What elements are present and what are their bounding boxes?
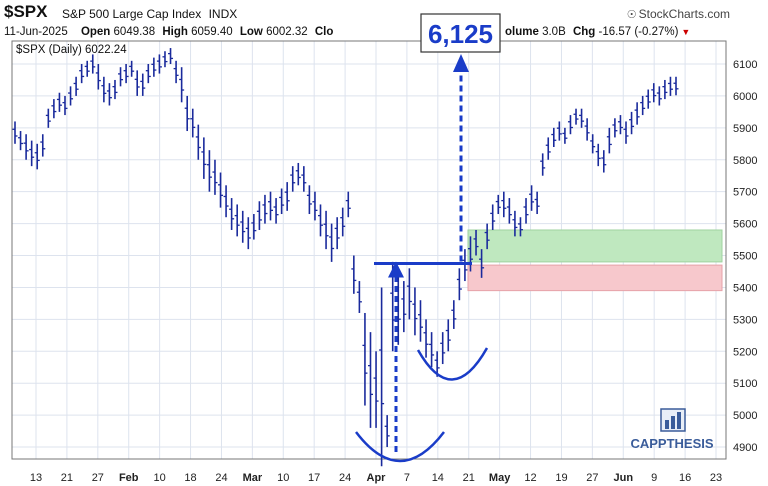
x-tick-label: Apr (367, 472, 387, 484)
x-tick-label: Jun (613, 472, 633, 484)
index-name-text: S&P 500 Large Cap Index (62, 7, 202, 21)
open-label: Open (80, 26, 111, 38)
x-tick-label: 10 (154, 472, 166, 484)
ohlc-bars (12, 48, 679, 467)
low-value: 6002.32 (266, 26, 308, 38)
x-tick-label: Feb (119, 472, 139, 484)
y-tick-label: 6000 (733, 91, 757, 103)
symbol: $SPX (4, 2, 48, 21)
logo-bar-2 (671, 416, 675, 429)
grid (12, 41, 726, 459)
annotations: 6,125 CAPPTHESIS (355, 13, 714, 463)
cup-curve-left (355, 431, 445, 463)
support-zone-red (467, 264, 723, 292)
x-tick-label: 21 (61, 472, 73, 484)
target-label: 6,125 (428, 19, 493, 49)
chg-value: -16.57 (-0.27%) (598, 26, 679, 38)
x-tick-label: 18 (184, 472, 196, 484)
close-label: Clo (314, 26, 334, 38)
x-tick-label: 21 (463, 472, 475, 484)
high-value: 6059.40 (191, 26, 233, 38)
logo-bar-1 (665, 420, 669, 429)
volume-label: olume (505, 26, 539, 38)
y-axis: 4900 5000 5100 5200 5300 5400 5500 5600 5700 5800… (733, 59, 757, 454)
x-tick-label: 17 (308, 472, 320, 484)
x-tick-label: 24 (339, 472, 351, 484)
index-name: S&P 500 Large Cap Index INDX (62, 7, 237, 21)
x-axis: 13 21 27 Feb 10 18 24 Mar 10 17 24 Apr 7 14 21 May 12 19 2… (30, 472, 722, 484)
target-box (420, 13, 501, 53)
volume-row: olume 3.0B Chg -16.57 (-0.27%) ▼ (505, 26, 690, 38)
x-tick-label: 13 (30, 472, 42, 484)
y-tick-label: 5300 (733, 314, 757, 326)
y-tick-label: 4900 (733, 442, 757, 454)
support-zone-green (467, 229, 723, 263)
x-tick-label: 9 (651, 472, 657, 484)
chg-label: Chg (572, 26, 596, 38)
date-text: 11-Jun-2025 (4, 26, 68, 38)
y-tick-label: 5200 (733, 346, 757, 358)
x-tick-label: 7 (404, 472, 410, 484)
x-tick-label: 12 (524, 472, 536, 484)
x-tick-label: 24 (215, 472, 227, 484)
y-tick-label: 5600 (733, 219, 757, 231)
open-value: 6049.38 (113, 26, 156, 38)
legend-label: $SPX (Daily) 6022.24 (16, 44, 127, 56)
brand[interactable]: ☉ StockCharts.com (627, 7, 730, 21)
arrowhead-left (388, 261, 404, 278)
exchange-text: INDX (208, 7, 238, 21)
y-tick-label: 5700 (733, 187, 757, 199)
y-tick-label: 6100 (733, 59, 757, 71)
arrowhead-target (453, 54, 469, 72)
brand-text: StockCharts.com (638, 7, 730, 21)
y-tick-label: 5900 (733, 123, 757, 135)
cup-curve-right (416, 347, 489, 381)
x-tick-label: 23 (710, 472, 722, 484)
watermark-text: CAPPTHESIS (630, 436, 713, 451)
x-tick-label: 10 (277, 472, 289, 484)
x-tick-label: 27 (586, 472, 598, 484)
logo-bar-3 (677, 412, 681, 429)
x-tick-label: 14 (432, 472, 444, 484)
y-tick-label: 5800 (733, 155, 757, 167)
y-tick-label: 5100 (733, 378, 757, 390)
zones (467, 229, 723, 292)
quote-row: 11-Jun-2025 Open 6049.38 High 6059.40 Lo… (4, 26, 333, 38)
low-label: Low (239, 26, 263, 38)
high-label: High (162, 26, 188, 38)
x-tick-label: 19 (555, 472, 567, 484)
capp-thesis-logo: CAPPTHESIS (630, 408, 714, 451)
plot-frame (11, 40, 727, 460)
x-tick-label: May (489, 472, 511, 484)
x-tick-label: 16 (679, 472, 691, 484)
down-arrow-icon: ▼ (681, 27, 691, 37)
y-tick-label: 5500 (733, 251, 757, 263)
copyright-icon: ☉ (626, 9, 637, 21)
x-tick-label: Mar (243, 472, 263, 484)
volume-value: 3.0B (542, 26, 566, 38)
x-tick-label: 27 (92, 472, 104, 484)
y-tick-label: 5400 (733, 282, 757, 294)
y-tick-label: 5000 (733, 410, 757, 422)
